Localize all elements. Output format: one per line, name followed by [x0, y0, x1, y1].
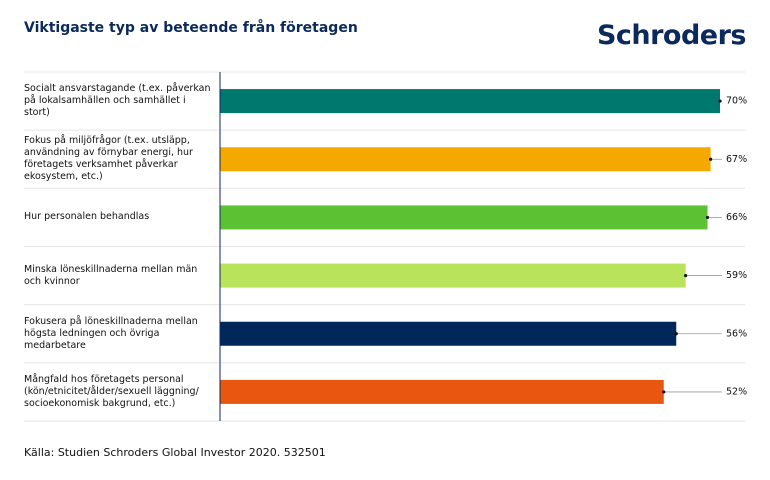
category-label: Fokusera på löneskillnaderna mellan högs… [24, 315, 198, 351]
value-label: 56% [726, 328, 747, 339]
category-label: Minska löneskillnaderna mellan män och k… [24, 263, 198, 287]
chart-title: Viktigaste typ av beteende från företage… [24, 20, 358, 36]
value-label: 59% [726, 270, 747, 281]
category-label: Fokus på miljöfrågor (t.ex. utsläpp, anv… [24, 135, 193, 183]
leader-dot [709, 157, 713, 161]
value-label: 70% [726, 96, 747, 107]
leader-dot [705, 215, 710, 220]
category-label: Mångfald hos företagets personal (kön/et… [24, 373, 199, 409]
leader-dot [684, 273, 688, 278]
value-label: 67% [726, 154, 747, 165]
bar [220, 147, 711, 172]
value-label: 52% [726, 386, 747, 397]
leader-dot [674, 332, 678, 336]
leader-dot [718, 99, 722, 103]
value-label: 66% [726, 212, 747, 223]
source-note: Källa: Studien Schroders Global Investor… [24, 446, 326, 459]
bar [220, 321, 677, 346]
category-label: Socialt ansvarstagande (t.ex. påverkan p… [24, 83, 211, 119]
logo: Schroders [596, 20, 747, 51]
leader-dot [662, 390, 666, 394]
bar [220, 379, 664, 404]
bar [220, 89, 720, 114]
bar [220, 205, 708, 230]
category-label: Hur personalen behandlas [24, 211, 150, 223]
bar [220, 263, 686, 288]
